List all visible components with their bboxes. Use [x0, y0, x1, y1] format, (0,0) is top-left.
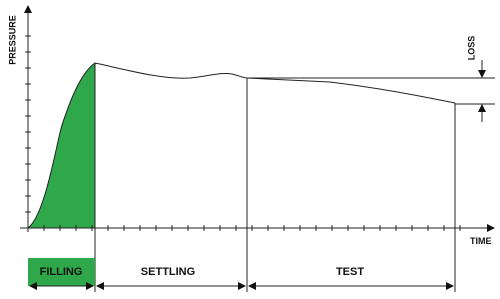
y-axis-label: PRESSURE: [7, 15, 17, 65]
filling-area: [28, 63, 95, 228]
phase-label: TEST: [336, 266, 364, 278]
axis-ticks: [25, 35, 461, 231]
loss-label: LOSS: [466, 36, 476, 61]
filling-box: [28, 258, 95, 286]
phase-label: SETTLING: [141, 266, 195, 278]
x-axis-label: TIME: [470, 236, 492, 246]
pressure-curve: [27, 62, 456, 229]
phase-label: FILLING: [40, 266, 83, 278]
